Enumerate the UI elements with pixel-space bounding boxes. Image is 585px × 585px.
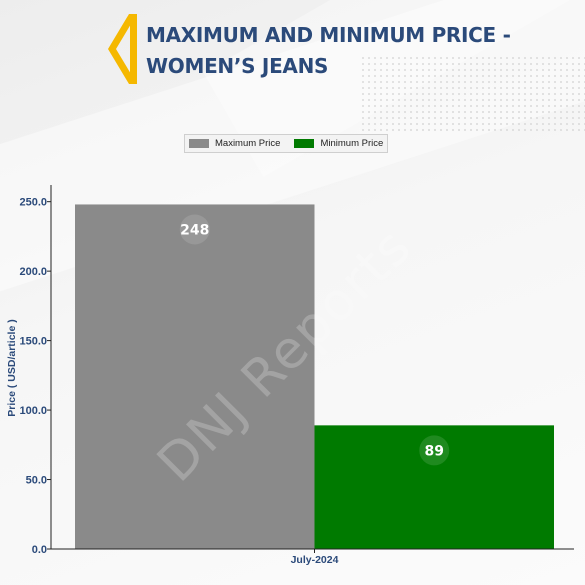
- chart-title: MAXIMUM AND MINIMUM PRICE - WOMEN’S JEAN…: [146, 23, 511, 78]
- y-tick-label: 250.0: [19, 197, 47, 209]
- data-label-bg: [419, 435, 450, 466]
- legend-label-max: Maximum Price: [215, 138, 281, 149]
- background-dots: [360, 55, 585, 135]
- title-block: MAXIMUM AND MINIMUM PRICE - WOMEN’S JEAN…: [108, 14, 568, 84]
- data-label: 248: [180, 222, 209, 238]
- x-tick-label: July-2024: [291, 554, 339, 566]
- legend-item-min[interactable]: Minimum Price: [294, 138, 383, 149]
- y-tick-label: 150.0: [19, 336, 47, 348]
- legend-swatch-max: [189, 139, 209, 148]
- y-tick-label: 50.0: [26, 475, 47, 487]
- legend-item-max[interactable]: Maximum Price: [189, 138, 280, 149]
- data-label-bg: [179, 214, 210, 245]
- bar-maximum-price: [75, 204, 315, 549]
- data-label: 89: [425, 443, 444, 459]
- bar-minimum-price: [314, 425, 554, 549]
- y-tick-label: 200.0: [19, 266, 47, 278]
- y-tick-label: 100.0: [19, 405, 47, 417]
- y-tick-label: 0.0: [32, 544, 47, 556]
- legend-swatch-min: [294, 139, 315, 148]
- legend: Maximum Price Minimum Price: [184, 134, 389, 153]
- chevron-left-icon: [108, 14, 137, 84]
- legend-label-min: Minimum Price: [320, 138, 384, 149]
